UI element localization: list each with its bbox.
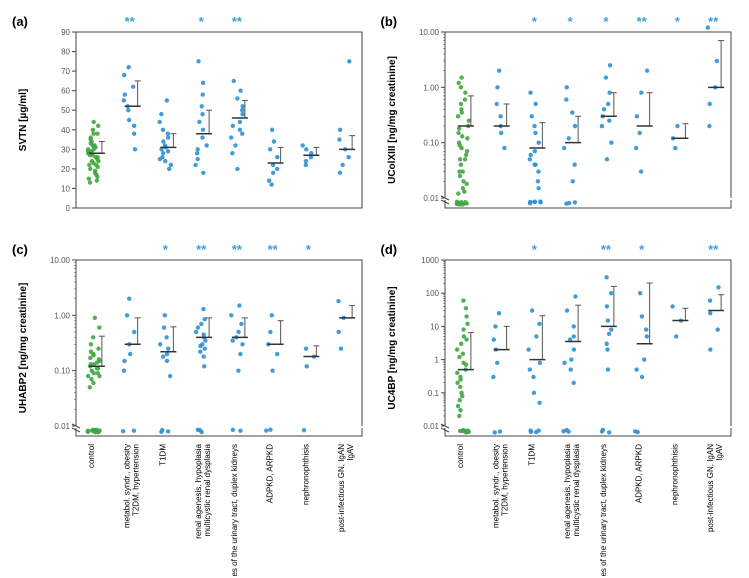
svg-text:0.01: 0.01 (54, 422, 70, 431)
svg-text:1000: 1000 (421, 256, 439, 265)
svg-text:40: 40 (61, 126, 70, 135)
svg-text:UC4BP [ng/mg creatinine]: UC4BP [ng/mg creatinine] (387, 286, 398, 409)
panel-b-svg: 0.01 0.10 1.00 10.00 UColXIII [ng/mg creatin… (379, 10, 739, 228)
svg-text:1.00: 1.00 (423, 83, 439, 92)
svg-text:**: ** (600, 242, 611, 257)
svg-text:ADPKD, ARPKD: ADPKD, ARPKD (634, 444, 643, 503)
svg-text:0.01: 0.01 (423, 194, 439, 203)
svg-text:*: * (674, 14, 680, 29)
svg-text:nephronophthisis: nephronophthisis (301, 444, 310, 505)
svg-text:*: * (639, 242, 645, 257)
panel-c-svg: 0.01 0.10 1.00 10.00 UHABP2 [ng/mg creatinin… (10, 238, 370, 576)
svg-text:0.10: 0.10 (423, 139, 439, 148)
panel-a-svg: 0102030405060708090SVTN [µg/ml]***** (10, 10, 370, 228)
svg-text:renal agenesis, hypoplasiamult: renal agenesis, hypoplasiamulticystic re… (563, 443, 581, 538)
svg-text:*: * (531, 242, 537, 257)
panel-c-label: (c) (12, 242, 28, 257)
svg-text:60: 60 (61, 87, 70, 96)
svg-text:ADPKD, ARPKD: ADPKD, ARPKD (266, 444, 275, 503)
svg-text:10.00: 10.00 (418, 28, 439, 37)
svg-text:1.00: 1.00 (54, 311, 70, 320)
panel-d: (d) 0.01 0.1 1 10 100 1000 UC4BP [ng/mg creati… (379, 238, 740, 578)
panel-d-svg: 0.01 0.1 1 10 100 1000 UC4BP [ng/mg creatinine… (379, 238, 739, 576)
svg-text:post-infectious GN, IgANIgAV: post-infectious GN, IgANIgAV (706, 443, 724, 532)
svg-text:0: 0 (66, 204, 71, 213)
svg-text:*: * (306, 242, 312, 257)
svg-text:post-infectious GN, IgANIgAV: post-infectious GN, IgANIgAV (337, 443, 355, 532)
svg-text:UColXIII [ng/mg creatinine]: UColXIII [ng/mg creatinine] (387, 56, 398, 184)
svg-text:10.00: 10.00 (50, 256, 71, 265)
svg-text:nephronophthisis: nephronophthisis (670, 444, 679, 505)
svg-text:anomalies of the urinary tract: anomalies of the urinary tract, duplex k… (230, 444, 239, 576)
svg-text:*: * (163, 242, 169, 257)
panel-c: (c) 0.01 0.10 1.00 10.00 UHABP2 [ng/mg creat… (10, 238, 371, 578)
svg-text:control: control (87, 444, 96, 468)
svg-text:*: * (603, 14, 609, 29)
svg-text:**: ** (636, 14, 647, 29)
svg-text:**: ** (232, 14, 243, 29)
svg-text:20: 20 (61, 165, 70, 174)
svg-text:**: ** (268, 242, 279, 257)
chart-grid: (a) 0102030405060708090SVTN [µg/ml]*****… (10, 10, 739, 578)
panel-a: (a) 0102030405060708090SVTN [µg/ml]***** (10, 10, 371, 230)
svg-text:SVTN [µg/ml]: SVTN [µg/ml] (18, 89, 29, 151)
svg-text:**: ** (232, 242, 243, 257)
svg-text:metabol. syndr., obesityT2DM,: metabol. syndr., obesityT2DM, hypertensi… (491, 444, 509, 528)
svg-text:UHABP2 [ng/mg creatinine]: UHABP2 [ng/mg creatinine] (18, 283, 29, 414)
panel-a-label: (a) (12, 14, 28, 29)
svg-text:*: * (531, 14, 537, 29)
svg-text:10: 10 (61, 184, 70, 193)
svg-text:**: ** (708, 242, 719, 257)
svg-text:T1DM: T1DM (527, 444, 536, 466)
svg-text:**: ** (125, 14, 136, 29)
svg-text:renal agenesis, hypoplasiamult: renal agenesis, hypoplasiamulticystic re… (194, 443, 212, 538)
svg-text:0.10: 0.10 (54, 367, 70, 376)
svg-text:30: 30 (61, 145, 70, 154)
svg-text:*: * (567, 14, 573, 29)
svg-text:0.01: 0.01 (423, 422, 439, 431)
svg-text:10: 10 (430, 322, 439, 331)
svg-text:T1DM: T1DM (158, 444, 167, 466)
svg-text:70: 70 (61, 67, 70, 76)
svg-text:anomalies of the urinary tract: anomalies of the urinary tract, duplex k… (598, 444, 607, 576)
svg-text:1: 1 (434, 356, 439, 365)
svg-text:**: ** (196, 242, 207, 257)
svg-text:*: * (199, 14, 205, 29)
svg-text:metabol. syndr., obesityT2DM,: metabol. syndr., obesityT2DM, hypertensi… (123, 444, 141, 528)
svg-text:control: control (455, 444, 464, 468)
svg-text:0.1: 0.1 (427, 389, 439, 398)
svg-text:50: 50 (61, 106, 70, 115)
panel-b: (b) 0.01 0.10 1.00 10.00 UColXIII [ng/mg cre… (379, 10, 740, 230)
panel-b-label: (b) (381, 14, 398, 29)
svg-text:90: 90 (61, 28, 70, 37)
svg-text:100: 100 (425, 289, 439, 298)
panel-d-label: (d) (381, 242, 398, 257)
svg-text:80: 80 (61, 48, 70, 57)
